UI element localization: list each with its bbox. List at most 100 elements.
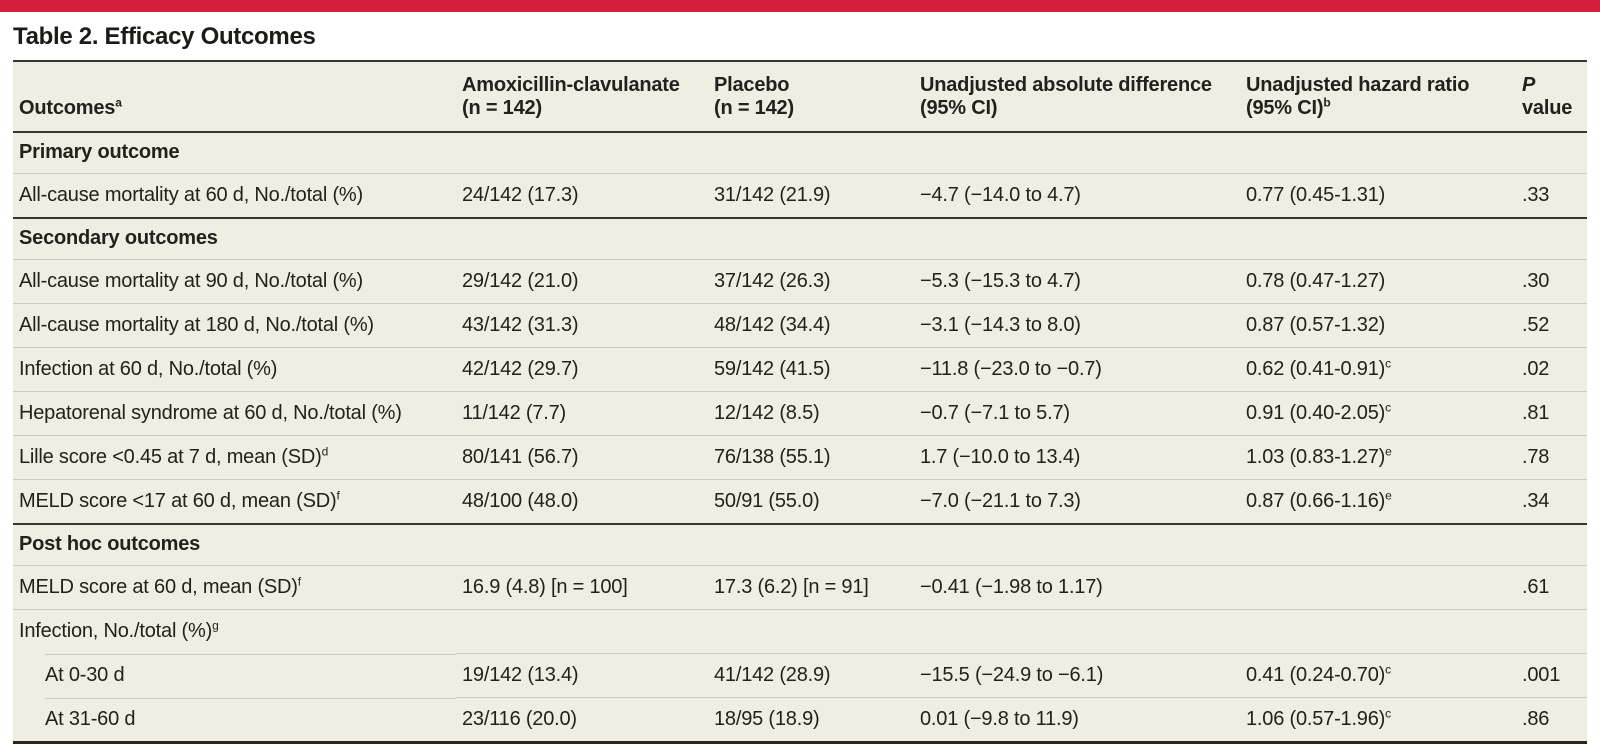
cell-value: −5.3 (−15.3 to 4.7) — [920, 269, 1081, 292]
cell-placebo: 18/95 (18.9) — [708, 696, 914, 741]
footnote-marker: a — [115, 95, 122, 110]
cell-value: 0.91 (0.40-2.05) — [1246, 401, 1386, 424]
cell-amoxicillin-clavulanate: 11/142 (7.7) — [456, 390, 708, 435]
row-label: Post hoc outcomes — [19, 532, 201, 555]
cell-outcomes: MELD score <17 at 60 d, mean (SD)f — [13, 478, 456, 523]
cell-value: .52 — [1522, 313, 1550, 336]
cell-value: .61 — [1522, 575, 1550, 598]
data-row: MELD score <17 at 60 d, mean (SD)f 48/100… — [13, 478, 1587, 523]
cell-value: 0.01 (−9.8 to 11.9) — [920, 707, 1079, 730]
cell-outcomes: Hepatorenal syndrome at 60 d, No./total … — [13, 390, 456, 435]
cell-value: 76/138 (55.1) — [714, 445, 831, 468]
row-label: All-cause mortality at 90 d, No./total (… — [19, 269, 363, 292]
column-header-label: Placebo — [714, 74, 790, 96]
column-header-line: (95% CI)b — [1246, 97, 1512, 120]
cell-value: 31/142 (21.9) — [714, 183, 831, 206]
cell-amoxicillin-clavulanate: 80/141 (56.7) — [456, 434, 708, 479]
cell-p-value: .33 — [1516, 172, 1587, 217]
row-label: At 0-30 d — [45, 663, 125, 686]
cell-value: 0.77 (0.45-1.31) — [1246, 183, 1386, 206]
data-row: MELD score at 60 d, mean (SD)f 16.9 (4.8)… — [13, 564, 1587, 609]
cell-hazard-ratio: 1.06 (0.57-1.96)c — [1240, 696, 1516, 741]
cell-value: 43/142 (31.3) — [462, 313, 579, 336]
footnote-marker: g — [212, 618, 219, 633]
data-row: Hepatorenal syndrome at 60 d, No./total … — [13, 390, 1587, 435]
column-header-line: P value — [1522, 74, 1583, 121]
cell-hazard-ratio: 0.41 (0.24-0.70)c — [1240, 652, 1516, 697]
cell-value: 1.06 (0.57-1.96) — [1246, 707, 1386, 730]
cell-value: 18/95 (18.9) — [714, 707, 820, 730]
cell-p-value: .001 — [1516, 652, 1587, 697]
cell-outcomes: At 0-30 d — [13, 652, 456, 697]
cell-absolute-difference: −5.3 (−15.3 to 4.7) — [914, 258, 1240, 303]
cell-outcomes: All-cause mortality at 180 d, No./total … — [13, 302, 456, 347]
column-header-label: (95% CI) — [920, 97, 998, 120]
cell-placebo: 50/91 (55.0) — [708, 478, 914, 523]
cell-value: .30 — [1522, 269, 1550, 292]
cell-value: −7.0 (−21.1 to 7.3) — [920, 489, 1081, 512]
cell-value: −0.7 (−7.1 to 5.7) — [920, 401, 1070, 424]
cell-placebo: 31/142 (21.9) — [708, 172, 914, 217]
column-header-line: Outcomesa — [19, 97, 452, 120]
cell-absolute-difference: −15.5 (−24.9 to −6.1) — [914, 652, 1240, 697]
footnote-marker: f — [297, 574, 302, 589]
cell-value: 0.87 (0.57-1.32) — [1246, 313, 1386, 336]
header-row: Outcomesa Amoxicillin-clavulanate (n = 142… — [13, 62, 1587, 131]
cell-outcomes: Lille score <0.45 at 7 d, mean (SD)d — [13, 434, 456, 479]
cell-value: −15.5 (−24.9 to −6.1) — [920, 663, 1104, 686]
footnote-marker: b — [1323, 95, 1331, 110]
row-label: All-cause mortality at 60 d, No./total (… — [19, 183, 363, 206]
cell-hazard-ratio: 0.87 (0.66-1.16)e — [1240, 478, 1516, 523]
cell-value: 1.03 (0.83-1.27) — [1246, 445, 1386, 468]
footnote-marker: e — [1385, 444, 1392, 459]
row-label: Infection at 60 d, No./total (%) — [19, 357, 278, 380]
cell-placebo: 12/142 (8.5) — [708, 390, 914, 435]
column-header-amoxicillin-clavulanate: Amoxicillin-clavulanate (n = 142) — [456, 62, 708, 131]
column-header-label: (95% CI) — [1246, 97, 1324, 120]
cell-p-value: .78 — [1516, 434, 1587, 479]
cell-value: .34 — [1522, 489, 1550, 512]
column-header-label: Unadjusted absolute difference — [920, 74, 1212, 96]
cell-value: 0.41 (0.24-0.70) — [1246, 663, 1386, 686]
column-header-label: Outcomes — [19, 97, 116, 120]
cell-value: 16.9 (4.8) [n = 100] — [462, 575, 628, 598]
table-body: Primary outcome All-cause mortality at 60… — [13, 130, 1587, 741]
column-header-line: (n = 142) — [462, 97, 704, 120]
cell-outcomes: Infection, No./total (%)g — [13, 608, 1587, 653]
cell-value: 0.62 (0.41-0.91) — [1246, 357, 1386, 380]
efficacy-outcomes-table: Outcomesa Amoxicillin-clavulanate (n = 142… — [13, 60, 1587, 744]
section-row: Primary outcome — [13, 130, 1587, 173]
cell-value: 42/142 (29.7) — [462, 357, 579, 380]
cell-value: 48/100 (48.0) — [462, 489, 579, 512]
cell-p-value: .30 — [1516, 258, 1587, 303]
cell-value: 50/91 (55.0) — [714, 489, 820, 512]
row-label: Primary outcome — [19, 140, 180, 163]
column-header-line: Unadjusted absolute difference — [920, 74, 1236, 97]
row-label: All-cause mortality at 180 d, No./total … — [19, 313, 374, 336]
cell-amoxicillin-clavulanate: 43/142 (31.3) — [456, 302, 708, 347]
cell-value: 0.78 (0.47-1.27) — [1246, 269, 1386, 292]
data-row: Infection at 60 d, No./total (%) 42/142 (… — [13, 346, 1587, 391]
cell-amoxicillin-clavulanate: 19/142 (13.4) — [456, 652, 708, 697]
column-header-label: Amoxicillin-clavulanate — [462, 74, 680, 96]
cell-placebo: 37/142 (26.3) — [708, 258, 914, 303]
group-row: Infection, No./total (%)g — [13, 608, 1587, 653]
cell-hazard-ratio: 1.03 (0.83-1.27)e — [1240, 434, 1516, 479]
cell-absolute-difference: 1.7 (−10.0 to 13.4) — [914, 434, 1240, 479]
cell-placebo: 17.3 (6.2) [n = 91] — [708, 564, 914, 609]
cell-p-value: .52 — [1516, 302, 1587, 347]
cell-value: 48/142 (34.4) — [714, 313, 831, 336]
cell-placebo: 48/142 (34.4) — [708, 302, 914, 347]
column-header-label: value — [1522, 97, 1573, 120]
cell-absolute-difference: −11.8 (−23.0 to −0.7) — [914, 346, 1240, 391]
cell-value: 23/116 (20.0) — [462, 707, 577, 730]
cell-hazard-ratio: 0.77 (0.45-1.31) — [1240, 172, 1516, 217]
cell-hazard-ratio: 0.87 (0.57-1.32) — [1240, 302, 1516, 347]
column-header-outcomes: Outcomesa — [13, 62, 456, 131]
cell-amoxicillin-clavulanate: 29/142 (21.0) — [456, 258, 708, 303]
row-label: MELD score <17 at 60 d, mean (SD) — [19, 489, 337, 512]
column-header-absolute-difference: Unadjusted absolute difference (95% CI) — [914, 62, 1240, 131]
column-header-p-value: P value — [1516, 62, 1587, 131]
cell-value: −3.1 (−14.3 to 8.0) — [920, 313, 1081, 336]
